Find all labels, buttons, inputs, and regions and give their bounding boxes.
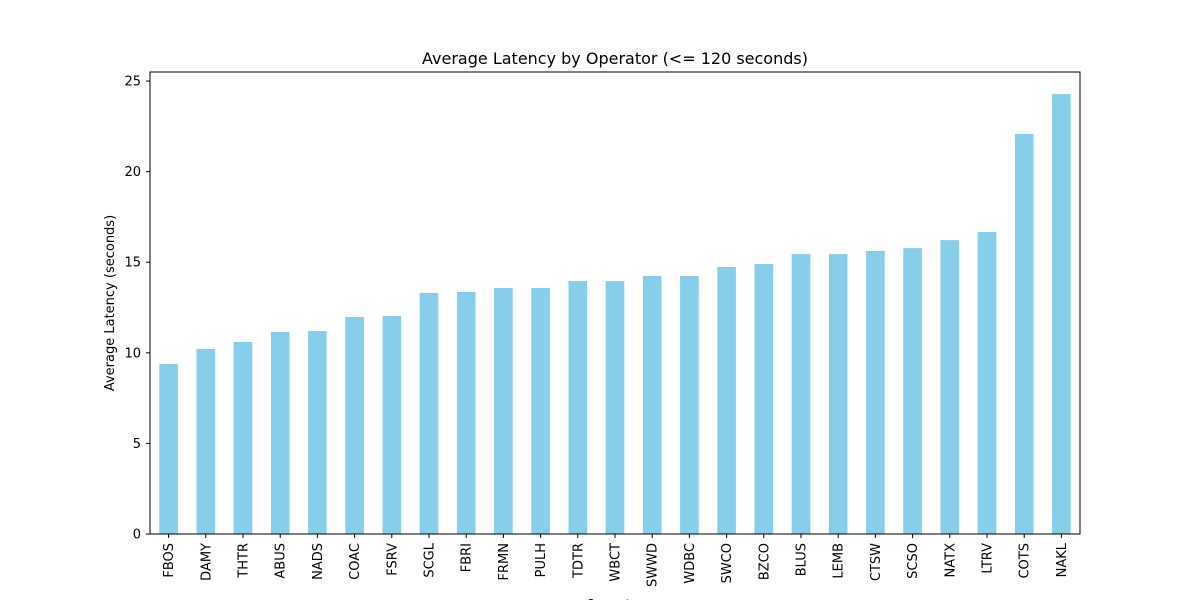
y-tick-label: 15 — [124, 256, 141, 271]
x-tick-label: FSRV — [385, 543, 400, 576]
bar — [419, 293, 439, 534]
x-tick-label: FBRI — [460, 543, 475, 572]
bar — [308, 331, 327, 534]
bar — [717, 266, 736, 534]
x-tick-label: FRMN — [497, 543, 512, 580]
x-tick-label: SCSO — [906, 543, 921, 579]
x-tick-label: BZCO — [757, 543, 772, 580]
x-tick-label: THTR — [237, 543, 252, 579]
x-tick-label: NADS — [311, 543, 326, 580]
x-tick-label: DAMY — [199, 543, 214, 581]
x-tick-label: COTS — [1018, 543, 1033, 579]
bar — [642, 276, 662, 534]
x-tick-label: NAKL — [1055, 542, 1070, 577]
bar — [828, 254, 848, 535]
bar — [940, 240, 960, 534]
x-tick-label: CTSW — [869, 543, 884, 581]
x-tick-label: NATX — [943, 543, 958, 578]
y-tick-label: 20 — [124, 165, 141, 180]
y-axis-label: Average Latency (seconds) — [103, 215, 118, 391]
chart-title: Average Latency by Operator (<= 120 seco… — [422, 49, 808, 68]
y-tick-label: 10 — [124, 346, 141, 361]
bar — [1014, 133, 1034, 535]
bar — [680, 276, 699, 534]
x-tick-label: WBCT — [609, 543, 624, 582]
x-tick-label: LTRV — [981, 543, 996, 574]
x-axis-label: Operator — [586, 598, 645, 600]
y-tick-label: 5 — [133, 437, 141, 452]
plot-frame — [149, 71, 1081, 535]
bar — [456, 291, 476, 534]
bar — [1052, 94, 1071, 535]
bar — [196, 349, 216, 534]
x-tick-label: WDBC — [683, 543, 698, 584]
bar — [345, 316, 364, 534]
x-tick-label: BLUS — [795, 543, 810, 576]
y-tick-label: 25 — [124, 75, 141, 90]
bar — [159, 364, 178, 534]
bar — [754, 264, 774, 534]
bar — [382, 316, 402, 534]
x-tick-label: COAC — [348, 543, 363, 580]
bar — [270, 331, 290, 534]
bar — [494, 287, 513, 534]
x-tick-label: LEMB — [832, 543, 847, 579]
x-tick-label: PULH — [534, 543, 549, 577]
bar — [605, 281, 625, 534]
bar — [568, 281, 588, 534]
bar — [233, 341, 253, 534]
bar — [977, 231, 997, 534]
x-tick-label: SCGL — [423, 542, 438, 577]
x-tick-label: ABUS — [274, 543, 289, 579]
x-tick-label: TDTR — [571, 543, 586, 579]
y-tick-label: 0 — [133, 528, 141, 543]
x-tick-label: FBOS — [162, 543, 177, 578]
x-tick-label: SWWD — [646, 543, 661, 587]
bar — [866, 251, 885, 534]
bar — [903, 248, 922, 535]
bar — [531, 287, 550, 534]
bar — [791, 254, 811, 535]
x-tick-label: SWCO — [720, 543, 735, 583]
